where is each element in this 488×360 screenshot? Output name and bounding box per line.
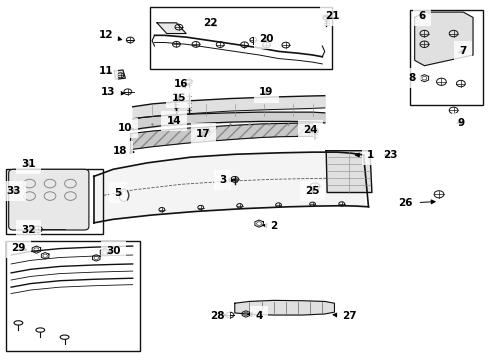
Text: 11: 11	[99, 66, 113, 76]
Text: 1: 1	[355, 150, 374, 160]
Text: 24: 24	[302, 125, 317, 135]
Bar	[6, 169, 103, 234]
Text: 12: 12	[99, 30, 122, 40]
Text: 23: 23	[382, 150, 397, 160]
Text: 31: 31	[21, 159, 35, 169]
Text: 2: 2	[262, 221, 277, 231]
Text: 27: 27	[332, 311, 356, 321]
FancyBboxPatch shape	[9, 169, 89, 230]
Text: 30: 30	[106, 247, 120, 256]
Text: 26: 26	[397, 198, 434, 208]
Text: 6: 6	[418, 11, 425, 21]
Text: 15: 15	[171, 93, 186, 103]
Text: 9: 9	[456, 118, 464, 128]
Text: 32: 32	[21, 225, 35, 235]
Text: 28: 28	[210, 311, 225, 321]
Text: 14: 14	[166, 116, 181, 126]
Text: 4: 4	[247, 311, 262, 321]
Text: 5: 5	[114, 188, 122, 198]
Text: 20: 20	[259, 34, 273, 44]
Text: 33: 33	[6, 186, 21, 196]
Text: 8: 8	[408, 73, 415, 83]
Polygon shape	[157, 23, 186, 33]
Text: 18: 18	[113, 147, 134, 157]
Text: 13: 13	[101, 87, 124, 98]
Text: 29: 29	[11, 243, 27, 253]
Polygon shape	[114, 70, 125, 79]
Text: 19: 19	[259, 87, 273, 98]
Polygon shape	[414, 12, 472, 66]
Text: 21: 21	[324, 11, 339, 21]
Bar	[6, 241, 140, 351]
Text: 3: 3	[219, 175, 234, 185]
Text: 22: 22	[203, 18, 217, 28]
Bar	[149, 7, 331, 69]
Text: 7: 7	[459, 46, 466, 57]
Text: 25: 25	[305, 186, 319, 196]
Polygon shape	[234, 300, 334, 315]
Polygon shape	[325, 151, 371, 193]
Text: 17: 17	[196, 129, 210, 139]
Bar	[409, 10, 482, 105]
Text: 10: 10	[118, 123, 133, 133]
Text: 16: 16	[174, 78, 188, 89]
